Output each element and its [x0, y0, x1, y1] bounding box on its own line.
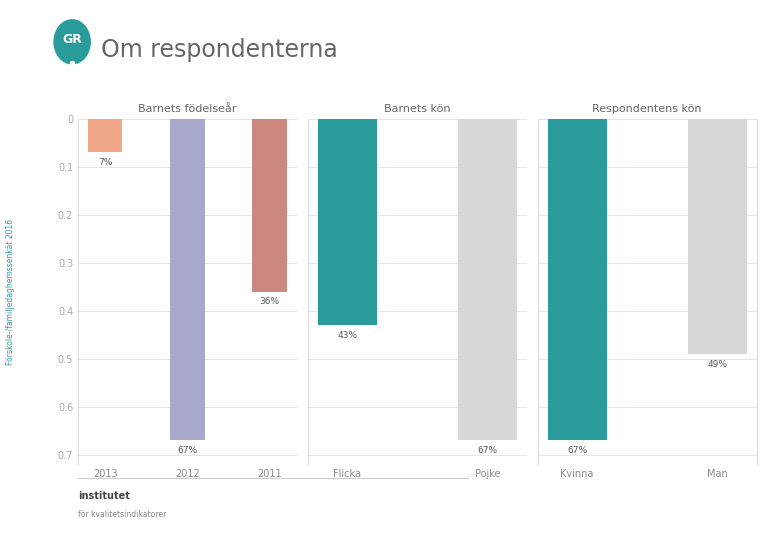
Title: Barnets födelseår: Barnets födelseår — [138, 104, 236, 114]
Text: Förskole-/familjedaghemssenkät 2016: Förskole-/familjedaghemssenkät 2016 — [5, 219, 15, 364]
Bar — [88, 119, 122, 152]
Text: för kvalitetsindikatorer: för kvalitetsindikatorer — [78, 510, 166, 519]
Bar — [548, 119, 607, 441]
Circle shape — [52, 18, 92, 66]
Bar — [170, 119, 204, 441]
Title: Barnets kön: Barnets kön — [384, 104, 451, 114]
Text: 36%: 36% — [260, 298, 280, 306]
Text: 67%: 67% — [477, 446, 498, 455]
Text: 7%: 7% — [98, 158, 112, 167]
Text: Om respondenterna: Om respondenterna — [101, 38, 339, 62]
Text: institutet: institutet — [78, 491, 130, 502]
Bar — [317, 119, 377, 325]
Text: 67%: 67% — [567, 446, 587, 455]
Title: Respondentens kön: Respondentens kön — [592, 104, 702, 114]
Text: GR: GR — [62, 33, 82, 46]
Bar — [458, 119, 517, 441]
Text: 49%: 49% — [707, 360, 727, 369]
Bar — [253, 119, 287, 292]
Text: 43%: 43% — [337, 331, 357, 340]
Text: 67%: 67% — [177, 446, 197, 455]
Bar — [688, 119, 746, 354]
